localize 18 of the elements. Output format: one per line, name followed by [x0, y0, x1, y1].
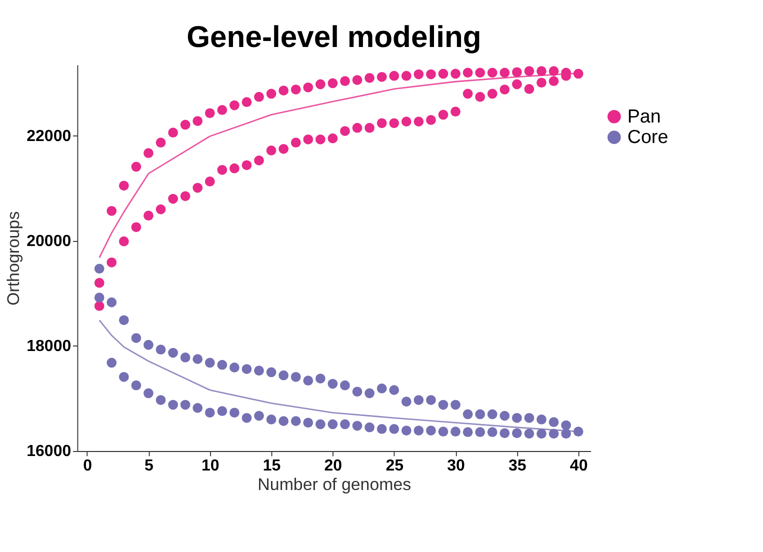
y-tick-label: 16000 [26, 443, 72, 460]
x-tick-label: 40 [570, 457, 588, 474]
x-tick-label: 15 [262, 457, 281, 474]
x-tick-label: 10 [201, 457, 220, 474]
x-tick-label: 5 [144, 457, 154, 474]
x-tick-label: 25 [386, 457, 404, 474]
y-tick-label: 22000 [26, 128, 72, 145]
x-tick-label: 30 [447, 457, 465, 474]
y-axis-title: Orthogroups [4, 211, 24, 306]
y-tick-label: 18000 [26, 338, 72, 356]
x-tick-label: 35 [508, 457, 526, 474]
x-tick-label: 0 [83, 457, 92, 474]
chart-title: Gene-level modeling [186, 20, 482, 54]
y-tick-label: 20000 [26, 233, 72, 250]
legend-label: Core [627, 126, 668, 147]
x-tick-label: 20 [324, 457, 342, 474]
legend-label: Pan [627, 105, 661, 126]
x-axis-title: Number of genomes [258, 475, 412, 494]
